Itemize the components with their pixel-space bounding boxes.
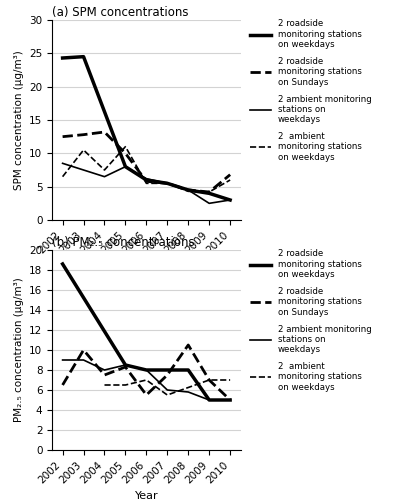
Y-axis label: SPM concentration (μg/m³): SPM concentration (μg/m³) [14,50,24,190]
X-axis label: Year: Year [135,491,158,500]
Text: (b) PM₂.₅ concentrations: (b) PM₂.₅ concentrations [52,236,195,249]
X-axis label: Year: Year [135,261,158,271]
Legend: 2 roadside
monitoring stations
on weekdays, 2 roadside
monitoring stations
on Su: 2 roadside monitoring stations on weekda… [246,246,375,396]
Legend: 2 roadside
monitoring stations
on weekdays, 2 roadside
monitoring stations
on Su: 2 roadside monitoring stations on weekda… [246,16,375,166]
Y-axis label: PM₂.₅ concentration (μg/m³): PM₂.₅ concentration (μg/m³) [14,278,24,422]
Text: (a) SPM concentrations: (a) SPM concentrations [52,6,188,19]
